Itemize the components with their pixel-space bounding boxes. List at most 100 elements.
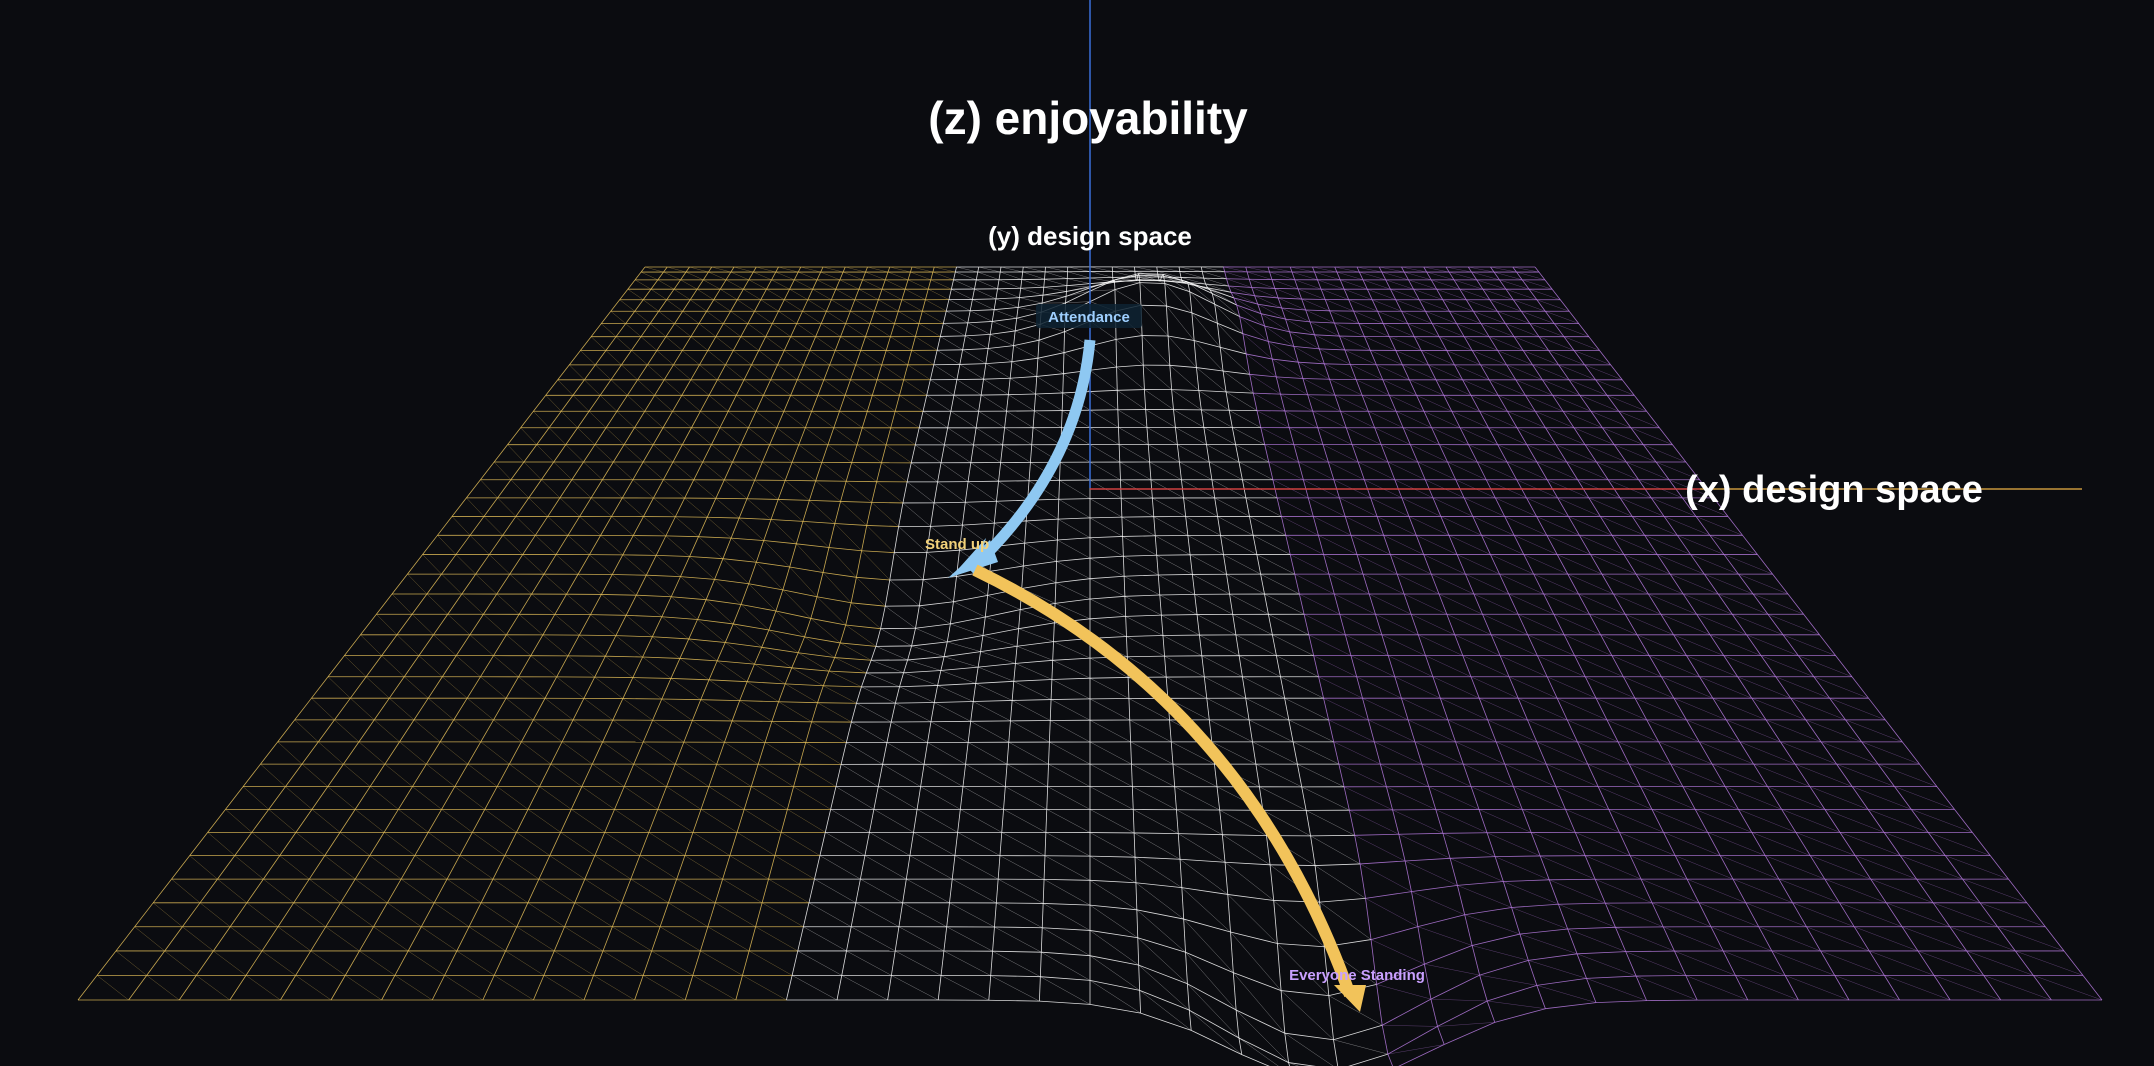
mesh-column-segment (894, 311, 899, 324)
mesh-diagonal-segment (840, 501, 867, 526)
mesh-diagonal-segment (1836, 763, 1895, 787)
mesh-column-segment (1348, 299, 1354, 312)
mesh-row-segment (700, 699, 740, 702)
mesh-diagonal-segment (1542, 379, 1580, 396)
mesh-column-segment (217, 855, 236, 880)
mesh-column-segment (1157, 574, 1161, 596)
mesh-column-segment (682, 336, 692, 351)
mesh-diagonal-segment (1431, 573, 1474, 595)
mesh-diagonal-segment (953, 601, 986, 618)
mesh-column-segment (1156, 555, 1159, 576)
mesh-column-segment (1187, 983, 1190, 1011)
mesh-diagonal-segment (1196, 367, 1227, 393)
mesh-column-segment (1178, 266, 1181, 272)
mesh-diagonal-segment (1845, 719, 1903, 743)
mesh-row-segment (1067, 277, 1091, 280)
mesh-diagonal-segment (957, 832, 1001, 856)
mesh-diagonal-segment (615, 336, 632, 351)
mesh-column-segment (1182, 281, 1185, 284)
mesh-column-segment (369, 763, 386, 787)
mesh-column-segment (1558, 904, 1569, 930)
mesh-column-segment (639, 832, 650, 856)
mesh-column-segment (846, 926, 852, 952)
mesh-column-segment (1245, 497, 1250, 517)
mesh-column-segment (746, 479, 756, 499)
mesh-diagonal-segment (791, 975, 838, 1001)
mesh-diagonal-segment (547, 516, 569, 536)
mesh-column-segment (777, 350, 785, 366)
mesh-column-segment (1142, 365, 1145, 390)
mesh-column-segment (1584, 444, 1597, 463)
mesh-column-segment (885, 336, 891, 351)
mesh-column-segment (1183, 497, 1187, 517)
mesh-column-segment (651, 616, 663, 637)
mesh-row-segment (1140, 1012, 1192, 1031)
mesh-column-segment (844, 379, 851, 396)
point-attendance[interactable]: Attendance (1036, 304, 1142, 328)
mesh-column-segment (766, 279, 772, 290)
mesh-diagonal-segment (601, 323, 617, 337)
mesh-diagonal-segment (1022, 271, 1045, 280)
mesh-diagonal-segment (1646, 719, 1700, 743)
point-everyone-standing[interactable]: Everyone Standing (1289, 967, 1425, 984)
mesh-diagonal-segment (865, 336, 887, 351)
mesh-column-segment (1521, 279, 1530, 290)
mesh-diagonal-segment (1187, 983, 1240, 1039)
mesh-column-segment (740, 323, 749, 337)
mesh-row-segment (1636, 975, 1686, 977)
mesh-diagonal-segment (1089, 557, 1125, 577)
mesh-row-segment (1183, 918, 1231, 933)
mesh-diagonal-segment (1136, 909, 1186, 953)
mesh-column-segment (350, 676, 367, 699)
mesh-diagonal-segment (1201, 266, 1225, 273)
mesh-row-segment (1116, 364, 1144, 368)
mesh-diagonal-segment (1423, 266, 1450, 273)
mesh-column-segment (1361, 395, 1369, 412)
mesh-column-segment (1367, 719, 1375, 742)
mesh-column-segment (568, 350, 581, 366)
mesh-diagonal-segment (960, 809, 1002, 833)
mesh-column-segment (1482, 614, 1492, 635)
mesh-row-segment (1487, 984, 1537, 1002)
mesh-row-segment (1549, 878, 1596, 881)
mesh-diagonal-segment (561, 411, 578, 428)
point-stand-up[interactable]: Stand up (925, 536, 989, 553)
mesh-diagonal-segment (899, 395, 924, 412)
mesh-column-segment (325, 902, 341, 927)
mesh-diagonal-segment (523, 461, 542, 480)
mesh-column-segment (475, 554, 490, 575)
mesh-column-segment (1277, 297, 1283, 309)
mesh-column-segment (1151, 498, 1155, 517)
mesh-diagonal-segment (1533, 573, 1579, 595)
mesh-column-segment (611, 902, 622, 927)
mesh-diagonal-segment (1780, 741, 1837, 765)
mesh-row-segment (1052, 657, 1091, 661)
mesh-diagonal-segment (454, 786, 485, 810)
mesh-row-segment (717, 660, 755, 665)
mesh-column-segment (907, 271, 911, 280)
mesh-column-segment (115, 926, 135, 952)
mesh-column-segment (311, 676, 329, 699)
mesh-column-segment (1235, 444, 1240, 463)
mesh-diagonal-segment (324, 855, 356, 880)
mesh-column-segment (1619, 497, 1633, 517)
mesh-diagonal-segment (472, 832, 505, 856)
mesh-diagonal-segment (401, 878, 435, 904)
mesh-row-segment (1036, 373, 1064, 377)
mesh-row-segment (791, 667, 830, 672)
mesh-column-segment (662, 461, 674, 480)
mesh-column-segment (815, 323, 822, 337)
mesh-column-segment (654, 379, 665, 396)
mesh-column-segment (702, 444, 712, 463)
mesh-column-segment (1813, 676, 1830, 699)
mesh-column-segment (1560, 299, 1570, 312)
mesh-column-segment (939, 323, 944, 337)
mesh-diagonal-segment (1148, 444, 1180, 463)
mesh-diagonal-segment (1493, 271, 1523, 281)
mesh-column-segment (521, 719, 534, 743)
mesh-column-segment (975, 271, 979, 280)
mesh-column-segment (469, 516, 485, 536)
mesh-column-segment (850, 364, 857, 380)
mesh-column-segment (898, 902, 904, 927)
